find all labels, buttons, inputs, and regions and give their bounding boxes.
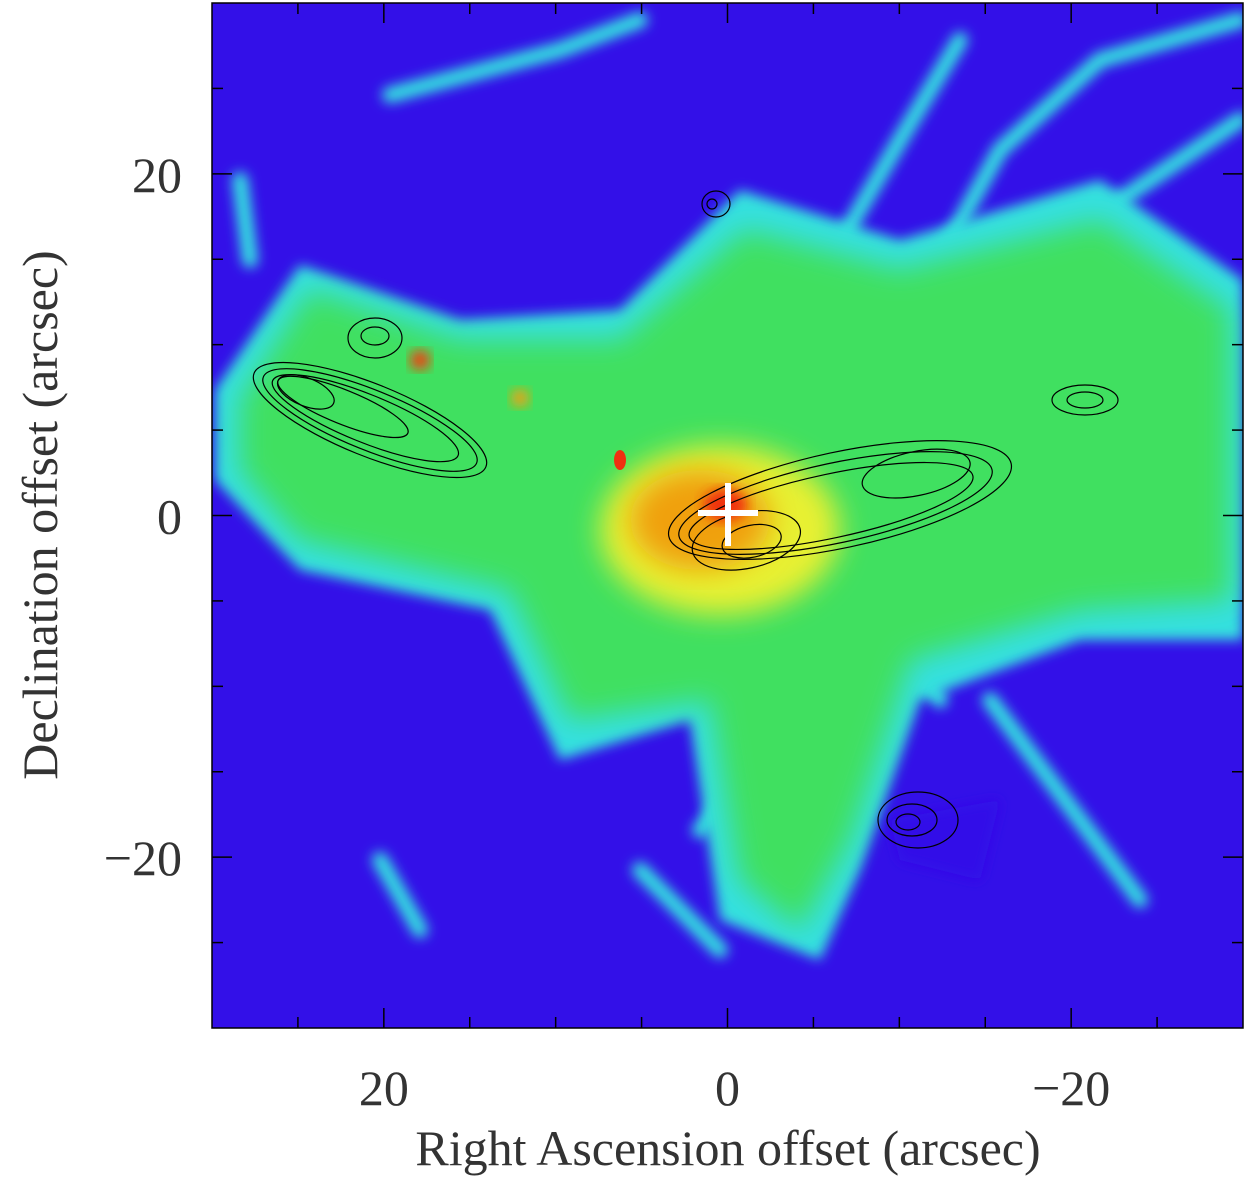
x-tick-label: 0 (715, 1060, 740, 1116)
y-axis-label: Declination offset (arcsec) (12, 250, 68, 779)
y-tick-label: −20 (104, 830, 182, 886)
x-tick-label: −20 (1032, 1060, 1110, 1116)
x-tick-label: 20 (359, 1060, 409, 1116)
y-tick-label: 0 (157, 489, 182, 545)
chart: Right Ascension offset (arcsec) Declinat… (0, 0, 1249, 1178)
y-tick-label: 20 (132, 147, 182, 203)
x-axis-label: Right Ascension offset (arcsec) (415, 1120, 1040, 1176)
